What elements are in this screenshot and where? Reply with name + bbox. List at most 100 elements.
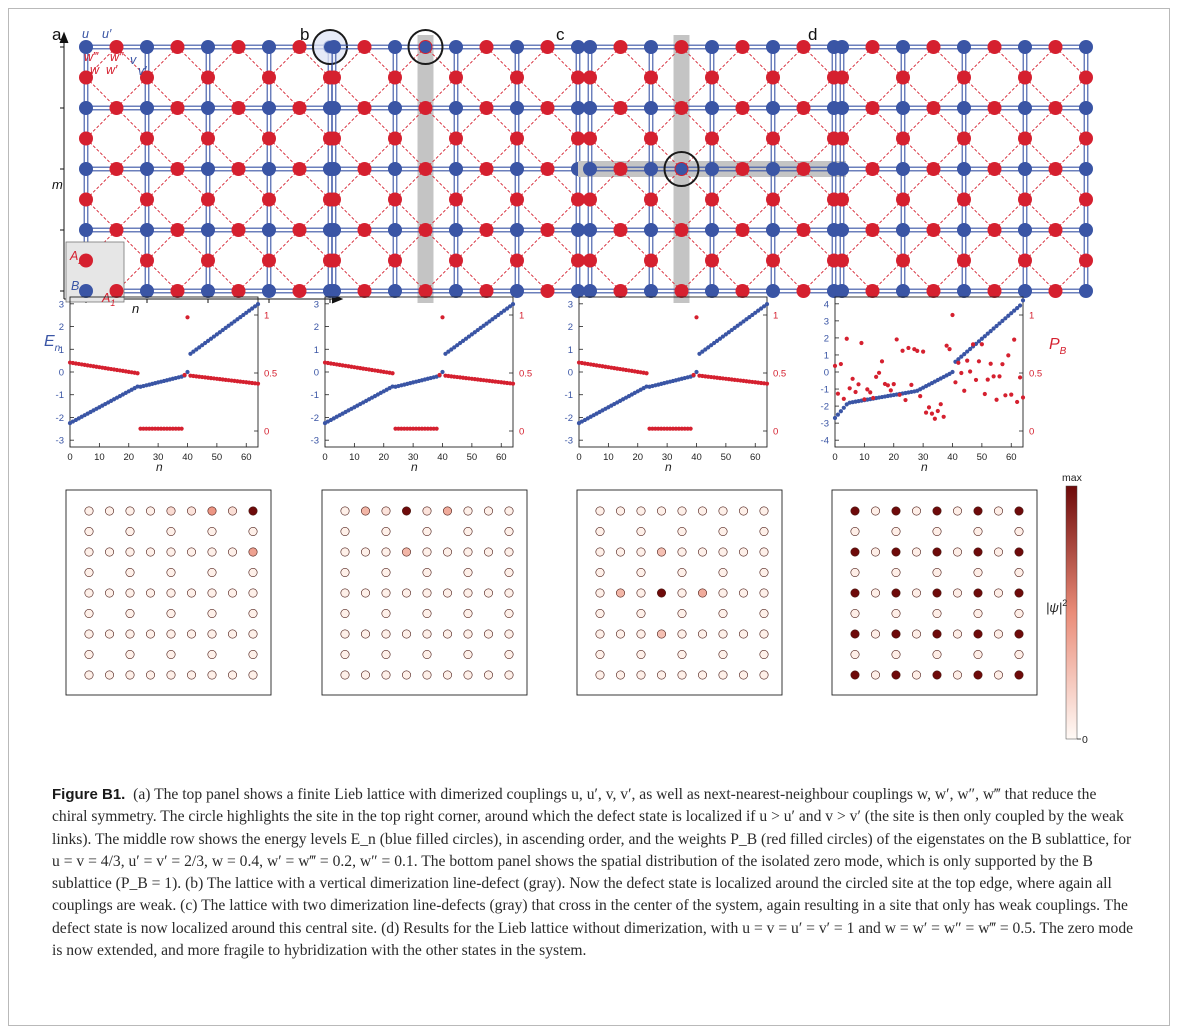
nnn-line (963, 77, 995, 109)
a-site (231, 223, 246, 237)
nnn-line (207, 77, 239, 109)
nnn-line (364, 138, 396, 170)
density-site (483, 547, 493, 557)
nnn-line (394, 168, 426, 200)
nnn-line (803, 107, 835, 139)
b-site (835, 284, 849, 298)
a-site (479, 162, 494, 176)
density-site (146, 588, 156, 598)
nnn-line (455, 199, 487, 231)
nnn-line (238, 46, 270, 78)
density-site (360, 629, 370, 639)
energy-series (576, 302, 770, 426)
left-tick-label: 0 (59, 368, 64, 379)
energy-point (976, 339, 982, 344)
nnn-line (364, 107, 396, 139)
nnn-line (85, 199, 117, 231)
density-site (677, 608, 687, 618)
b-site (571, 101, 585, 115)
nnn-line (620, 229, 652, 261)
a-site (1018, 253, 1032, 268)
pb-point (835, 391, 841, 396)
density-site (381, 526, 391, 536)
a-site (449, 253, 463, 268)
density-site (504, 567, 514, 577)
b-site (79, 162, 93, 176)
b-site (583, 40, 597, 54)
density-site (483, 506, 493, 516)
right-tick-label: 0.5 (773, 369, 786, 380)
pb-point (402, 426, 407, 431)
nnn-line (116, 168, 148, 200)
nnn-line (486, 46, 518, 78)
a-site (644, 253, 658, 268)
density-site (84, 588, 94, 598)
label-u-prime: u′ (102, 27, 112, 41)
density-site (697, 506, 707, 516)
density-site (850, 649, 860, 659)
b-site (896, 162, 910, 176)
pb-point (665, 426, 670, 431)
a-site (835, 70, 849, 85)
a-site (79, 253, 93, 268)
density-site (187, 506, 197, 516)
figure-frame (8, 8, 1170, 1026)
density-site (911, 506, 921, 516)
a-site (674, 101, 689, 115)
pb-point (968, 369, 973, 374)
density-site (850, 588, 860, 598)
b-site (835, 101, 849, 115)
nnn-line (803, 77, 835, 109)
nnn-line (268, 107, 300, 139)
a-site (327, 131, 341, 146)
density-site (615, 629, 625, 639)
nnn-line (207, 138, 239, 170)
right-tick-label: 0.5 (264, 369, 277, 380)
density-site (677, 588, 687, 598)
nnn-line (650, 77, 682, 109)
density-site (340, 588, 350, 598)
density-site (207, 526, 217, 536)
density-site (911, 629, 921, 639)
nnn-line (772, 260, 804, 292)
b-site (201, 223, 215, 237)
b-site (1018, 223, 1032, 237)
density-site (636, 526, 646, 536)
a-site (540, 223, 555, 237)
density-site (125, 567, 135, 577)
a-site (1018, 192, 1032, 207)
nnn-line (963, 168, 995, 200)
density-site (401, 588, 411, 598)
pb-series (67, 315, 261, 431)
pb-point (434, 426, 439, 431)
b-site (262, 101, 276, 115)
pb-point (894, 337, 899, 342)
nnn-line (299, 46, 331, 78)
density-site (677, 670, 687, 680)
nnn-line (963, 199, 995, 231)
b-site (957, 223, 971, 237)
density-site (463, 506, 473, 516)
energy-point (211, 334, 217, 339)
density-site (697, 629, 707, 639)
x-tick-label: 30 (153, 452, 164, 463)
pb-point (947, 347, 952, 352)
pb-point (147, 426, 152, 431)
a-site (613, 101, 628, 115)
energy-point (472, 330, 477, 335)
density-site (870, 588, 880, 598)
pb-series (832, 312, 1026, 421)
density-site (340, 629, 350, 639)
pb-point (926, 405, 932, 410)
energy-point (200, 343, 205, 348)
b-site (388, 284, 402, 298)
highlight-circle (407, 29, 444, 65)
a-site (766, 253, 780, 268)
density-site (504, 526, 514, 536)
density-site (738, 506, 748, 516)
panel-letter-d: d (808, 25, 817, 44)
density-site (146, 506, 156, 516)
density-site (463, 670, 473, 680)
nnn-line (177, 138, 209, 170)
panel-letter-c: c (556, 25, 565, 44)
